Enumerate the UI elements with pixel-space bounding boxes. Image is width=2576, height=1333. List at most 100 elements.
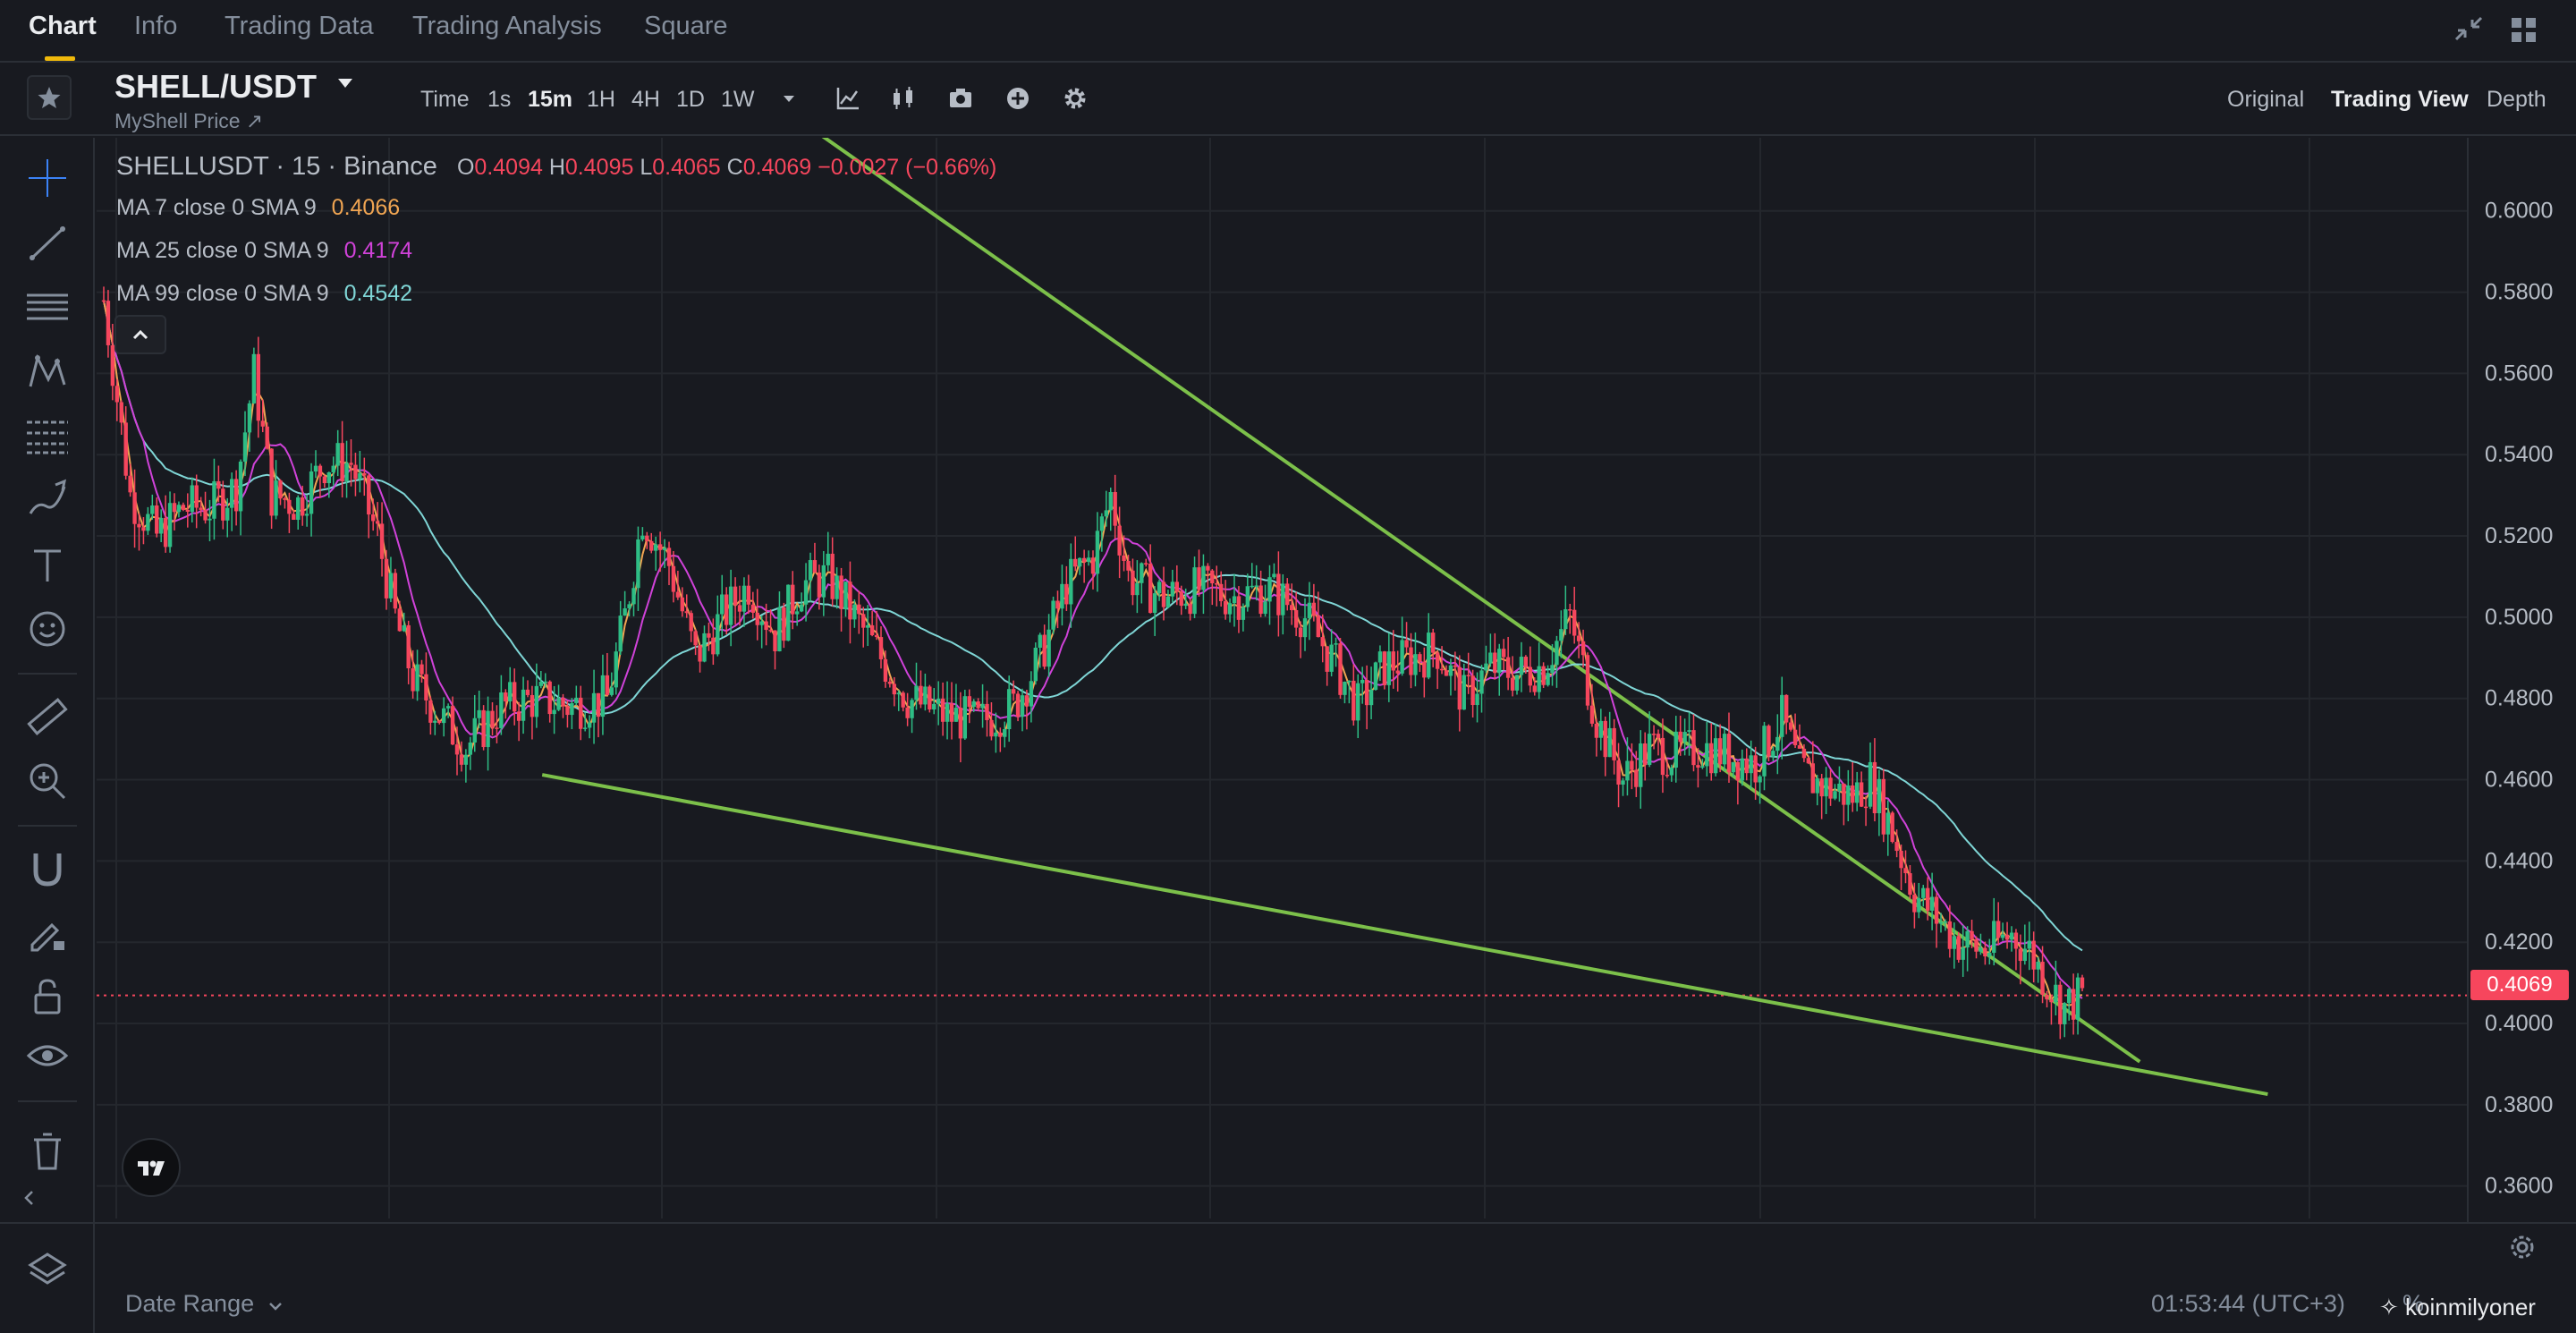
date-range-selector[interactable]: Date Range xyxy=(125,1290,255,1317)
indicator-icon[interactable] xyxy=(834,84,862,113)
candle-body xyxy=(1885,812,1890,835)
ma25-legend[interactable]: MA 25 close 0 SMA 9 0.4174 xyxy=(116,238,412,264)
moving-averages xyxy=(103,301,2083,1006)
price-chart[interactable]: 2:00Mar12:00212:00312:00412:00 xyxy=(97,138,2467,1222)
tab-chart[interactable]: Chart xyxy=(29,12,97,40)
candle-body xyxy=(1833,791,1837,799)
add-indicator-icon[interactable] xyxy=(1004,84,1032,113)
pair-title[interactable]: SHELL/USDT xyxy=(114,68,318,105)
candle-body xyxy=(370,514,376,522)
candle-body xyxy=(1081,557,1087,563)
candle-body xyxy=(892,683,897,695)
horizontal-lines-icon[interactable] xyxy=(25,284,70,329)
tradingview-logo[interactable] xyxy=(122,1138,181,1197)
pair-subname-link[interactable]: MyShell Price ↗ xyxy=(114,109,264,132)
unlock-icon[interactable] xyxy=(25,975,70,1020)
candle-body xyxy=(1797,745,1802,749)
candle-body xyxy=(1700,766,1705,768)
magnet-icon[interactable] xyxy=(25,846,70,891)
pair-dropdown-chevron-icon[interactable] xyxy=(338,79,352,88)
candle-body xyxy=(640,535,645,539)
axis-settings-icon[interactable] xyxy=(2504,1229,2540,1265)
candle-body xyxy=(1780,694,1784,737)
ma99-legend[interactable]: MA 99 close 0 SMA 9 0.4542 xyxy=(116,281,412,307)
emoji-icon[interactable] xyxy=(25,607,70,651)
timeframe-1s[interactable]: 1s xyxy=(487,87,512,112)
price-axis[interactable]: 0.6000 0.5800 0.5600 0.5400 0.5200 0.5000 0.48… xyxy=(2467,138,2576,1222)
collapse-icon[interactable] xyxy=(2451,13,2487,48)
view-depth[interactable]: Depth xyxy=(2487,87,2546,112)
candle-body xyxy=(579,697,583,729)
timeframe-1w[interactable]: 1W xyxy=(721,87,755,112)
timeframe-1d[interactable]: 1D xyxy=(676,87,705,112)
tab-info[interactable]: Info xyxy=(134,12,178,40)
candle-type-icon[interactable] xyxy=(889,84,918,113)
zoom-in-icon[interactable] xyxy=(25,759,70,803)
fib-retracement-icon[interactable] xyxy=(25,413,70,458)
pattern-tool-icon[interactable] xyxy=(25,349,70,394)
visibility-eye-icon[interactable] xyxy=(25,1034,70,1079)
crosshair-icon[interactable] xyxy=(25,156,70,200)
candle-body xyxy=(1952,936,1957,949)
candle-body xyxy=(1024,695,1030,707)
tab-trading-analysis[interactable]: Trading Analysis xyxy=(412,12,602,40)
candle-body xyxy=(119,402,123,423)
candle-body xyxy=(495,727,499,729)
candle-body xyxy=(1356,683,1360,721)
brush-icon[interactable] xyxy=(25,478,70,522)
ma7-value: 0.4066 xyxy=(331,195,401,220)
candle-body xyxy=(393,573,398,609)
percent-scale-toggle[interactable]: % xyxy=(2402,1290,2425,1317)
view-original[interactable]: Original xyxy=(2227,87,2305,112)
timeframe-4h[interactable]: 4H xyxy=(631,87,660,112)
ma7-legend[interactable]: MA 7 close 0 SMA 9 0.4066 xyxy=(116,195,400,221)
candle-body xyxy=(1038,634,1042,648)
timeframe-time[interactable]: Time xyxy=(420,87,470,112)
price-tick-label: 0.4400 xyxy=(2485,848,2553,873)
trendlines[interactable] xyxy=(541,138,2268,1097)
timeframe-more-chevron-icon[interactable] xyxy=(775,84,803,113)
candle-body xyxy=(561,698,565,707)
layers-icon[interactable] xyxy=(25,1247,70,1292)
candle-body xyxy=(146,514,150,531)
candle-body xyxy=(1448,665,1453,676)
candle-body xyxy=(137,523,141,528)
candle-body xyxy=(570,703,574,716)
candle-body xyxy=(1956,936,1961,960)
candle-body xyxy=(1427,633,1431,678)
view-trading-view[interactable]: Trading View xyxy=(2331,87,2469,112)
utc-clock[interactable]: 01:53:44 (UTC+3) xyxy=(2151,1290,2345,1317)
candle-body xyxy=(1568,609,1572,611)
candle-body xyxy=(2045,994,2049,1000)
candle-body xyxy=(1863,806,1868,809)
ruler-icon[interactable] xyxy=(25,694,70,739)
tab-square[interactable]: Square xyxy=(644,12,728,40)
tab-trading-data[interactable]: Trading Data xyxy=(225,12,374,40)
date-range-chevron-down-icon[interactable] xyxy=(265,1295,286,1317)
candle-body xyxy=(1696,765,1700,768)
candle-body xyxy=(808,560,813,581)
collapse-toolbar-chevron-icon[interactable] xyxy=(16,1184,43,1211)
trend-line-icon[interactable] xyxy=(25,220,70,265)
layout-grid-icon[interactable] xyxy=(2506,13,2542,48)
candle-body xyxy=(521,689,526,721)
candle-body xyxy=(344,463,349,482)
candle-body xyxy=(2013,932,2019,949)
settings-gear-icon[interactable] xyxy=(1061,84,1089,113)
favorite-button[interactable] xyxy=(27,75,72,120)
candles[interactable] xyxy=(101,286,2085,1040)
text-tool-icon[interactable] xyxy=(25,542,70,587)
candle-body xyxy=(755,612,759,625)
camera-icon[interactable] xyxy=(946,84,975,113)
legend-collapse-button[interactable] xyxy=(114,315,166,354)
candle-body xyxy=(2036,962,2040,970)
candle-body xyxy=(552,709,556,715)
candle-body xyxy=(150,505,155,514)
timeframe-1h[interactable]: 1H xyxy=(587,87,615,112)
candle-body xyxy=(1519,657,1524,675)
trash-icon[interactable] xyxy=(25,1129,70,1174)
candle-body xyxy=(300,497,305,516)
candle-body xyxy=(1227,603,1233,615)
lock-drawing-icon[interactable] xyxy=(25,911,70,955)
timeframe-15m[interactable]: 15m xyxy=(528,87,573,112)
